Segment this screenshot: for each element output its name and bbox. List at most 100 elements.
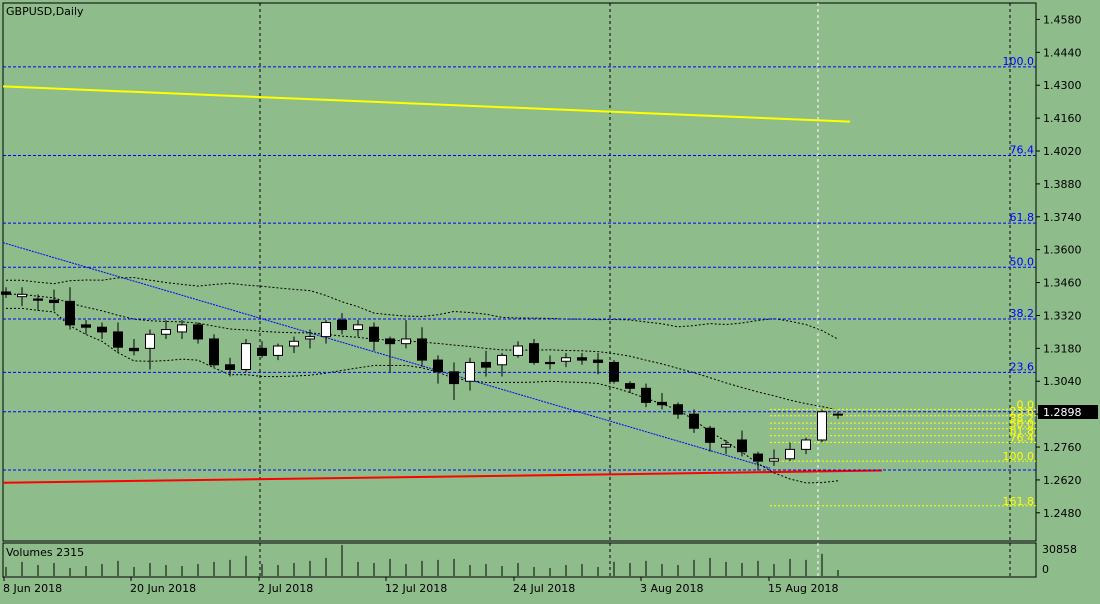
ma-yellow-line <box>2 85 851 123</box>
candle-body <box>209 338 219 366</box>
candle <box>305 329 315 349</box>
candle-body <box>257 347 267 356</box>
date-tick-label: 20 Jun 2018 <box>130 582 196 595</box>
bollinger-lower <box>6 307 839 484</box>
candle-body <box>321 322 331 338</box>
candle <box>577 353 587 365</box>
candle-body <box>801 439 811 450</box>
candle-body <box>385 338 395 345</box>
price-tick-label: 1.3460 <box>1043 277 1082 290</box>
fib-main-label: 50.0 <box>1010 255 1035 268</box>
price-tick-label: 1.2620 <box>1043 474 1082 487</box>
candle <box>65 287 75 330</box>
price-tick-label: 1.3180 <box>1043 342 1082 355</box>
candle <box>801 437 811 455</box>
candle <box>145 329 155 370</box>
date-tick-label: 8 Jun 2018 <box>3 582 62 595</box>
candle <box>721 439 731 455</box>
candle-body <box>433 359 443 373</box>
ma-red-line <box>2 469 883 484</box>
candle <box>49 289 59 311</box>
fib-small-label: 76.4 <box>1010 431 1035 444</box>
candle-body <box>785 448 795 460</box>
candle-body <box>49 299 59 304</box>
candle <box>209 334 219 368</box>
candle <box>641 383 651 408</box>
candle <box>289 336 299 354</box>
candle-body <box>673 404 683 415</box>
candle-body <box>417 338 427 361</box>
candle <box>337 313 347 335</box>
candle-body <box>545 361 555 365</box>
price-tick-label: 1.3040 <box>1043 375 1082 388</box>
fib-main-label: 100.0 <box>1003 55 1035 68</box>
current-price-label: 1.2898 <box>1043 406 1082 419</box>
candle <box>817 409 827 443</box>
candle-body <box>289 340 299 347</box>
candle <box>433 355 443 384</box>
candle-body <box>513 345 523 356</box>
candlesticks <box>1 287 843 471</box>
candle-body <box>145 333 155 349</box>
candle-body <box>609 361 619 382</box>
price-panel-frame <box>2 2 1037 542</box>
candle-body <box>577 357 587 361</box>
date-tick-label: 15 Aug 2018 <box>768 582 838 595</box>
candle <box>1 287 11 298</box>
candle <box>481 350 491 377</box>
candle <box>737 430 747 457</box>
candle <box>497 353 507 377</box>
price-tick-label: 1.3740 <box>1043 211 1082 224</box>
candle <box>417 327 427 368</box>
candle <box>465 357 475 391</box>
candle <box>401 320 411 349</box>
fib-main-label: 61.8 <box>1010 211 1035 224</box>
candle <box>97 322 107 339</box>
candle-body <box>465 361 475 382</box>
candle <box>529 338 539 365</box>
date-tick-label: 12 Jul 2018 <box>385 582 447 595</box>
candle-body <box>369 326 379 342</box>
date-tick-label: 24 Jul 2018 <box>513 582 575 595</box>
fib-small-label: 50.0 <box>1010 418 1035 431</box>
candle <box>673 402 683 419</box>
candle-body <box>497 354 507 366</box>
candle-body <box>833 413 843 416</box>
candle-body <box>529 343 539 363</box>
fib-small-label: 38.2 <box>1010 412 1035 425</box>
price-tick-label: 1.4160 <box>1043 112 1082 125</box>
candle <box>705 425 715 452</box>
candle-body <box>193 324 203 340</box>
price-tick-label: 1.3600 <box>1043 244 1082 257</box>
price-tick-label: 1.2480 <box>1043 507 1082 520</box>
candle-body <box>401 338 411 345</box>
date-axis: 8 Jun 2018 20 Jun 2018 2 Jul 2018 12 Jul 20… <box>3 577 838 595</box>
candle-body <box>65 300 75 326</box>
candle-body <box>753 453 763 462</box>
candle <box>273 343 283 361</box>
candle-body <box>241 343 251 370</box>
candle <box>321 320 331 344</box>
candle-body <box>97 326 107 333</box>
price-tick-label: 1.4580 <box>1043 13 1082 26</box>
candle <box>353 320 363 337</box>
fib-small-label: 0.0 <box>1017 398 1035 411</box>
candle-body <box>593 359 603 363</box>
candle-body <box>657 401 667 406</box>
price-tick-label: 1.4020 <box>1043 145 1082 158</box>
candle <box>513 341 523 358</box>
candle <box>161 320 171 339</box>
candle <box>385 336 395 372</box>
candle-body <box>1 291 11 295</box>
candle <box>225 357 235 377</box>
symbol-label: GBPUSD,Daily <box>6 5 84 18</box>
date-tick-label: 3 Aug 2018 <box>640 582 703 595</box>
moving-averages <box>2 85 883 484</box>
price-axis: 1.4580 1.4440 1.4300 1.4160 1.4020 1.3880 1.37… <box>1036 13 1082 520</box>
trendline <box>2 242 771 469</box>
candle <box>257 341 267 358</box>
current-price-marker: 1.2898 <box>1038 405 1098 419</box>
candle <box>657 392 667 410</box>
